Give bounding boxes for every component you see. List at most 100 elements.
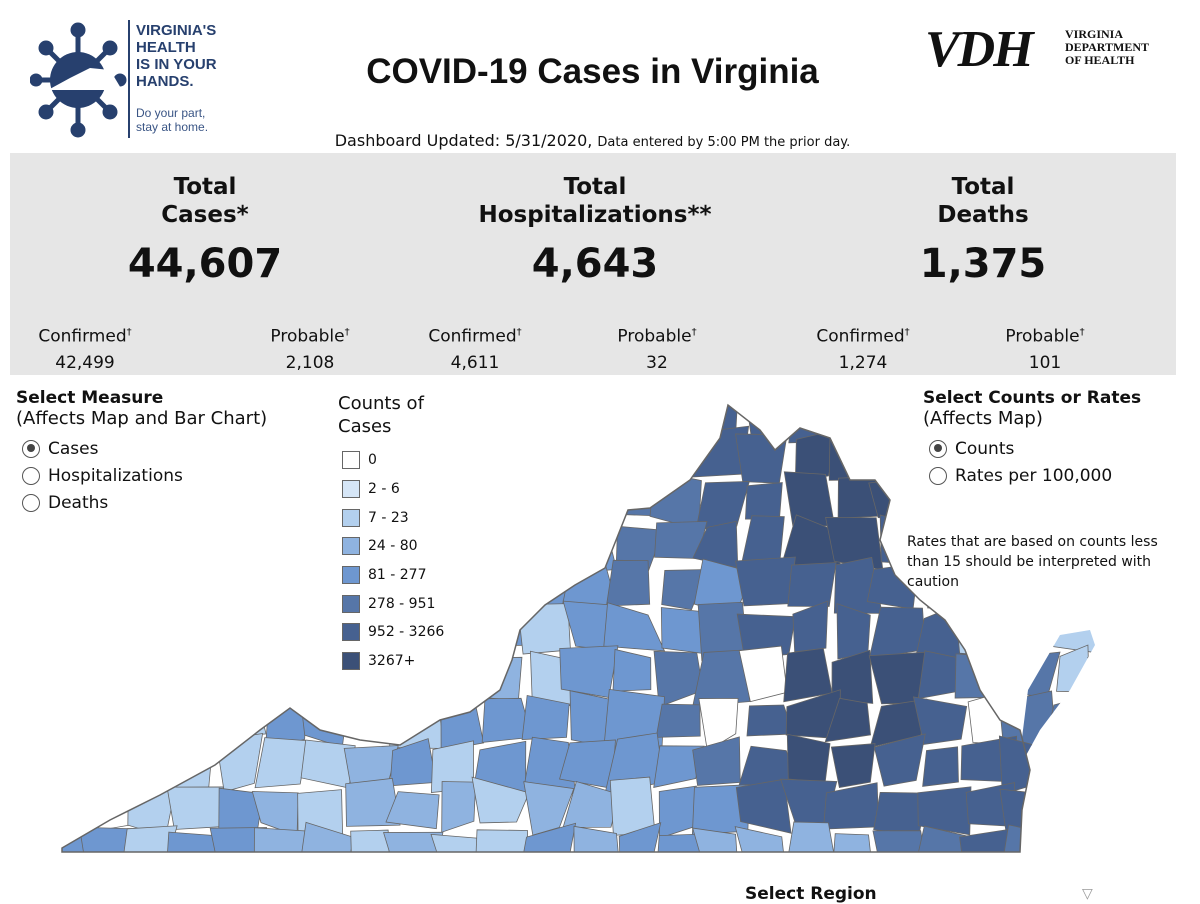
county-region[interactable] xyxy=(523,781,575,836)
county-region[interactable] xyxy=(474,829,529,870)
county-region[interactable] xyxy=(1007,600,1061,660)
county-region[interactable] xyxy=(208,426,266,487)
county-region[interactable] xyxy=(1046,777,1095,835)
county-region[interactable] xyxy=(830,390,885,440)
county-region[interactable] xyxy=(440,693,485,752)
county-region[interactable] xyxy=(734,826,786,869)
county-region[interactable] xyxy=(1097,439,1148,474)
county-region[interactable] xyxy=(251,479,311,523)
county-region[interactable] xyxy=(79,826,134,870)
county-region[interactable] xyxy=(428,472,486,529)
county-region[interactable] xyxy=(76,603,136,659)
county-region[interactable] xyxy=(1056,644,1090,693)
county-region[interactable] xyxy=(175,558,217,616)
county-region[interactable] xyxy=(1091,471,1140,532)
county-region[interactable] xyxy=(913,825,973,870)
county-region[interactable] xyxy=(220,556,266,612)
radio-hospitalizations[interactable]: Hospitalizations xyxy=(22,462,267,489)
county-region[interactable] xyxy=(783,821,837,870)
county-region[interactable] xyxy=(472,390,532,439)
county-region[interactable] xyxy=(562,780,621,828)
county-region[interactable] xyxy=(521,695,570,740)
county-region[interactable] xyxy=(873,733,926,787)
radio-cases[interactable]: Cases xyxy=(22,435,267,462)
county-region[interactable] xyxy=(297,512,346,573)
radio-button-icon[interactable] xyxy=(22,439,40,458)
county-region[interactable] xyxy=(132,435,169,483)
county-region[interactable] xyxy=(120,559,178,609)
county-region[interactable] xyxy=(563,470,611,519)
county-region[interactable] xyxy=(1043,391,1103,430)
county-region[interactable] xyxy=(35,435,92,487)
county-region[interactable] xyxy=(167,689,224,748)
county-region[interactable] xyxy=(1043,823,1101,870)
county-region[interactable] xyxy=(562,390,609,432)
county-region[interactable] xyxy=(437,438,482,476)
county-region[interactable] xyxy=(166,786,224,830)
county-region[interactable] xyxy=(210,656,259,700)
county-region[interactable] xyxy=(298,425,349,479)
county-region[interactable] xyxy=(692,827,739,870)
county-region[interactable] xyxy=(1003,561,1051,615)
county-region[interactable] xyxy=(788,390,838,444)
county-region[interactable] xyxy=(518,474,568,530)
county-region[interactable] xyxy=(37,606,79,658)
county-region[interactable] xyxy=(344,480,400,530)
county-region[interactable] xyxy=(605,559,651,607)
county-region[interactable] xyxy=(259,658,305,706)
county-region[interactable] xyxy=(1092,740,1149,794)
county-region[interactable] xyxy=(172,431,223,483)
county-region[interactable] xyxy=(603,602,666,652)
county-region[interactable] xyxy=(37,696,79,750)
radio-button-icon[interactable] xyxy=(22,493,40,512)
county-region[interactable] xyxy=(426,390,483,444)
county-region[interactable] xyxy=(345,777,401,827)
county-region[interactable] xyxy=(735,433,788,484)
county-region[interactable] xyxy=(383,831,444,870)
county-region[interactable] xyxy=(384,558,441,617)
county-region[interactable] xyxy=(120,692,171,735)
county-region[interactable] xyxy=(1089,563,1146,620)
county-region[interactable] xyxy=(172,390,216,432)
county-region[interactable] xyxy=(956,468,1014,528)
county-region[interactable] xyxy=(256,428,300,488)
county-region[interactable] xyxy=(78,516,124,564)
county-region[interactable] xyxy=(868,651,927,705)
county-region[interactable] xyxy=(911,390,973,435)
county-region[interactable] xyxy=(831,649,874,704)
radio-button-icon[interactable] xyxy=(929,439,947,458)
county-region[interactable] xyxy=(165,831,223,870)
county-region[interactable] xyxy=(1005,390,1053,435)
county-region[interactable] xyxy=(33,736,89,794)
county-region[interactable] xyxy=(76,437,131,476)
county-region[interactable] xyxy=(84,472,130,529)
county-region[interactable] xyxy=(298,470,351,528)
county-region[interactable] xyxy=(80,658,136,707)
county-region[interactable] xyxy=(392,390,434,439)
county-region[interactable] xyxy=(127,602,171,655)
county-region[interactable] xyxy=(1087,649,1149,698)
county-region[interactable] xyxy=(302,390,348,441)
county-region[interactable] xyxy=(605,390,659,433)
radio-counts[interactable]: Counts xyxy=(929,435,1141,462)
virginia-county-map[interactable] xyxy=(0,390,1200,870)
county-region[interactable] xyxy=(427,516,475,564)
county-region[interactable] xyxy=(656,833,702,870)
county-region[interactable] xyxy=(1044,430,1103,476)
county-region[interactable] xyxy=(384,430,445,486)
county-region[interactable] xyxy=(353,526,399,567)
county-region[interactable] xyxy=(430,833,487,870)
county-region[interactable] xyxy=(744,390,792,438)
county-region[interactable] xyxy=(471,776,530,824)
county-region[interactable] xyxy=(824,697,872,743)
county-region[interactable] xyxy=(440,655,487,698)
county-region[interactable] xyxy=(346,697,396,737)
county-region[interactable] xyxy=(517,603,571,655)
county-region[interactable] xyxy=(428,611,484,658)
county-region[interactable] xyxy=(80,746,134,790)
county-region[interactable] xyxy=(216,608,261,653)
county-region[interactable] xyxy=(1050,733,1099,791)
county-region[interactable] xyxy=(692,649,751,707)
county-region[interactable] xyxy=(36,648,92,698)
county-region[interactable] xyxy=(616,436,656,474)
